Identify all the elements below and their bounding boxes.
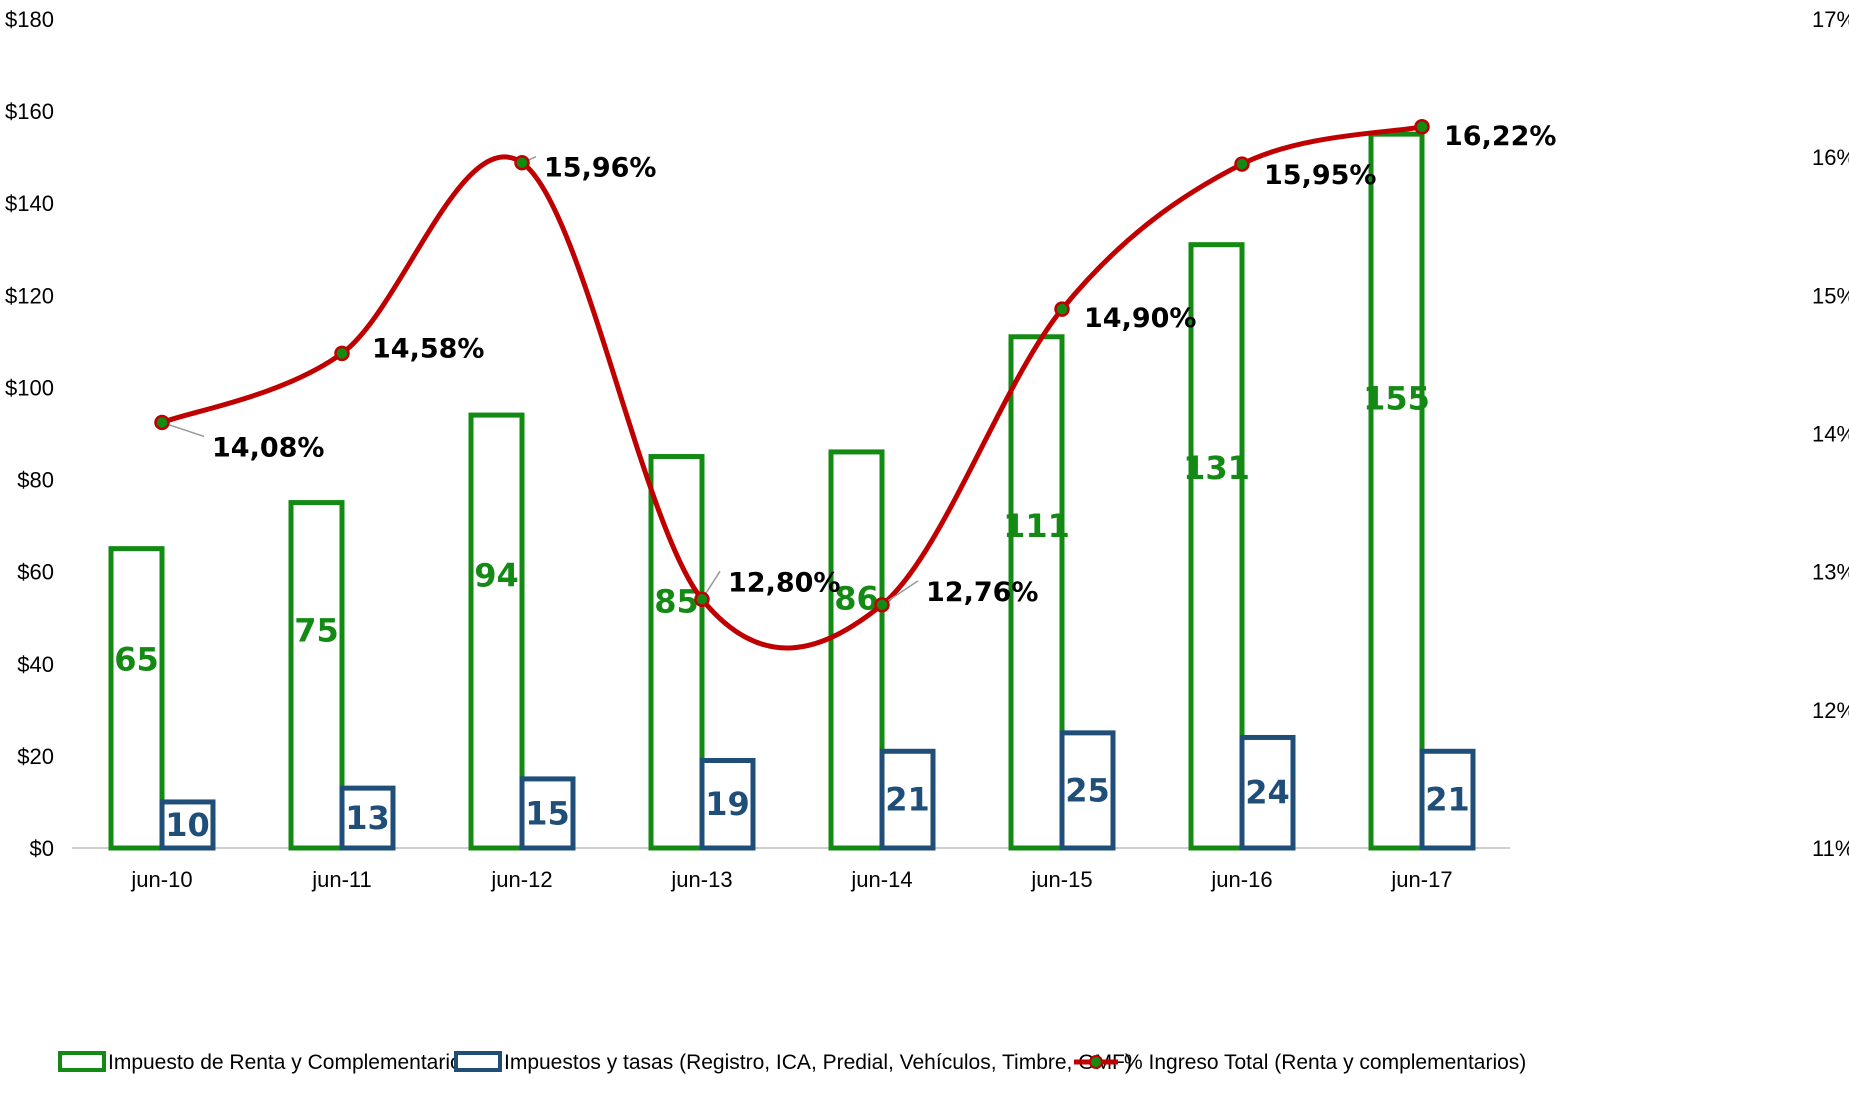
bar-impuestos-data-label: 10 <box>165 806 210 844</box>
bar-renta <box>1188 242 1245 851</box>
x-tick-label: jun-14 <box>850 867 912 892</box>
bar-renta-data-label: 94 <box>474 556 519 594</box>
bar-renta <box>648 454 705 851</box>
legend-label: Impuesto de Renta y Complementarios <box>108 1051 472 1074</box>
bar-impuestos <box>1239 734 1296 851</box>
x-tick-label: jun-11 <box>311 867 372 892</box>
x-tick-label: jun-15 <box>1030 867 1092 892</box>
line-marker <box>154 414 170 431</box>
bar-impuestos <box>519 776 576 851</box>
bar-renta <box>288 500 345 851</box>
x-tick-label: jun-12 <box>490 867 552 892</box>
line-data-label: 16,22% <box>1444 121 1556 152</box>
bar-impuestos-data-label: 25 <box>1065 771 1110 809</box>
y-right-tick-label: 11% <box>1812 836 1849 861</box>
y-right-tick-label: 15% <box>1812 283 1849 308</box>
y-left-tick-label: $20 <box>17 744 54 769</box>
line-data-label: 14,90% <box>1084 303 1196 334</box>
bar-renta <box>1368 131 1425 851</box>
y-right-tick-label: 12% <box>1812 698 1849 723</box>
bar-impuestos-data-label: 13 <box>345 799 390 837</box>
x-tick-label: jun-10 <box>130 867 192 892</box>
y-left-tick-label: $80 <box>17 468 54 493</box>
bar-renta-data-label: 155 <box>1363 379 1430 417</box>
bar-renta-data-label: 75 <box>294 611 339 649</box>
bar-impuestos <box>339 785 396 851</box>
legend-swatch <box>454 1051 502 1072</box>
y-right-tick-label: 16% <box>1812 145 1849 170</box>
y-right-tick-label: 14% <box>1812 422 1849 447</box>
y-left-tick-label: $100 <box>5 375 54 400</box>
line-marker <box>1414 119 1430 135</box>
bar-impuestos <box>159 799 216 851</box>
line-marker <box>874 597 890 613</box>
y-left-tick-label: $120 <box>5 283 54 308</box>
bar-impuestos <box>699 757 756 851</box>
line-marker <box>694 591 710 608</box>
bar-renta-data-label: 131 <box>1183 449 1250 487</box>
x-tick-label: jun-16 <box>1210 867 1272 892</box>
y-left-tick-label: $60 <box>17 560 54 585</box>
y-right-tick-label: 17% <box>1812 7 1849 32</box>
line-data-label: 14,58% <box>372 333 484 364</box>
y-left-tick-label: $40 <box>17 652 54 677</box>
bar-impuestos-data-label: 15 <box>525 794 570 832</box>
legend-label: Impuestos y tasas (Registro, ICA, Predia… <box>504 1051 1132 1074</box>
line-data-label: 12,80% <box>728 567 840 598</box>
x-tick-label: jun-13 <box>670 867 732 892</box>
bar-renta <box>108 546 165 851</box>
bar-impuestos <box>1419 748 1476 851</box>
line-marker <box>514 154 530 171</box>
bar-impuestos-data-label: 24 <box>1245 774 1290 812</box>
y-left-tick-label: $140 <box>5 191 54 216</box>
legend-label: % Ingreso Total (Renta y complementarios… <box>1124 1051 1526 1074</box>
bar-renta-data-label: 85 <box>654 582 699 620</box>
bar-impuestos-data-label: 21 <box>1425 781 1470 819</box>
x-tick-label: jun-17 <box>1390 867 1452 892</box>
legend-swatch <box>58 1051 106 1072</box>
line-marker <box>1234 156 1250 172</box>
bar-renta-data-label: 65 <box>114 640 159 678</box>
y-left-tick-label: $180 <box>5 7 54 32</box>
bar-impuestos-data-label: 21 <box>885 781 930 819</box>
bar-renta <box>468 412 525 851</box>
bar-renta-data-label: 111 <box>1003 507 1070 545</box>
line-data-label: 15,95% <box>1264 160 1376 191</box>
bar-impuestos <box>1059 730 1116 851</box>
line-marker <box>334 345 350 362</box>
bar-impuestos-data-label: 19 <box>705 785 750 823</box>
line-data-label: 14,08% <box>212 432 324 463</box>
line-marker <box>1054 301 1070 317</box>
line-pct-ingreso <box>161 124 1423 651</box>
bar-impuestos <box>879 748 936 851</box>
y-left-tick-label: $0 <box>30 836 54 861</box>
bar-renta <box>1008 334 1065 851</box>
bar-renta <box>828 449 885 851</box>
y-left-tick-label: $160 <box>5 99 54 124</box>
legend-marker <box>1089 1055 1103 1069</box>
y-right-tick-label: 13% <box>1812 560 1849 585</box>
line-data-label: 15,96% <box>544 153 656 184</box>
line-data-label: 12,76% <box>926 577 1038 608</box>
